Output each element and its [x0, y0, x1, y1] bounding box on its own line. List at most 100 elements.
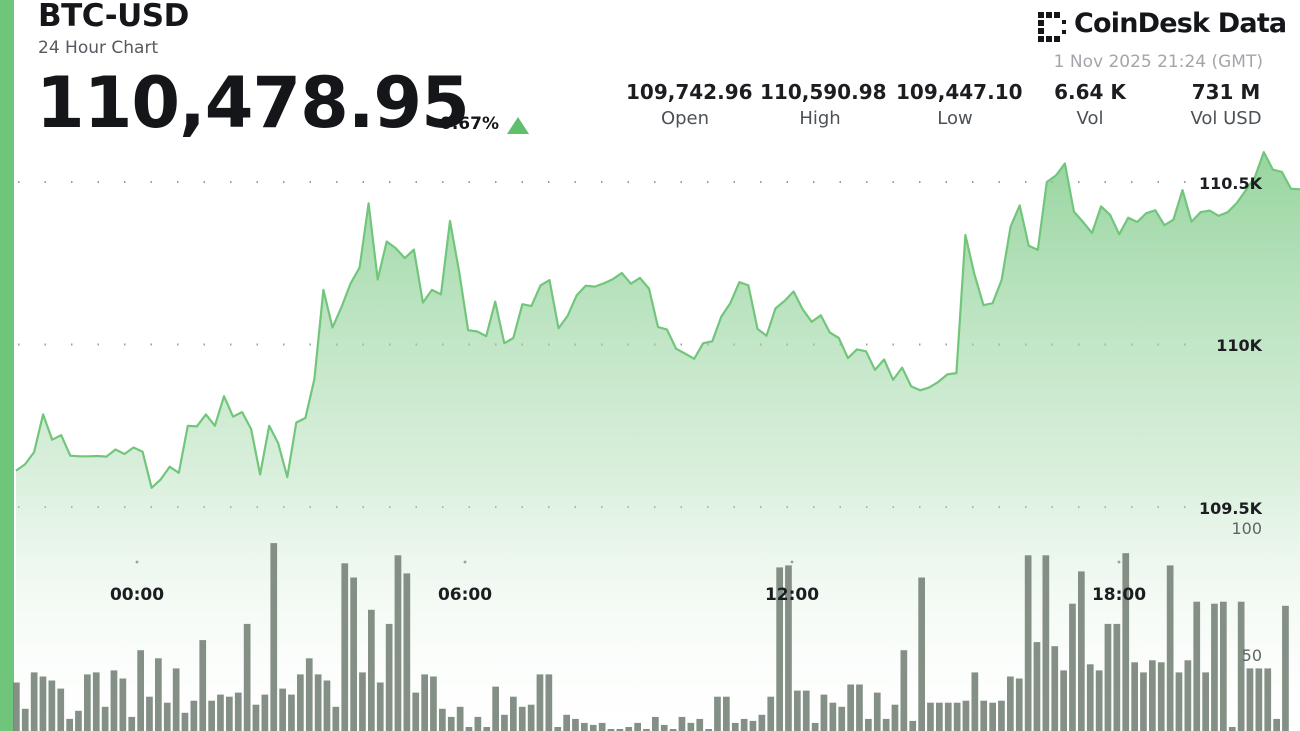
volume-bar [962, 700, 970, 731]
accent-stripe [0, 0, 14, 731]
volume-bar [279, 688, 286, 731]
volume-bar [1078, 571, 1085, 731]
volume-bar [1140, 672, 1147, 731]
volume-tick-label: 100 [1231, 519, 1262, 538]
volume-bar [953, 702, 961, 731]
volume-bar [243, 623, 251, 731]
price-line [15, 151, 1300, 489]
volume-bar [998, 700, 1005, 731]
stat-low: 109,447.10 Low [896, 80, 1023, 129]
volume-bar [936, 702, 943, 731]
volume-bar [536, 674, 544, 731]
volume-bar [1184, 660, 1192, 731]
volume-bar [341, 563, 349, 731]
volume-bar [918, 577, 925, 731]
volume-bar [1086, 664, 1094, 731]
volume-bar [802, 690, 810, 731]
volume-bar [288, 694, 295, 731]
volume-bar [403, 573, 411, 731]
volume-bar [492, 686, 499, 731]
up-arrow-icon [507, 117, 529, 134]
volume-bar [847, 684, 854, 731]
volume-bar [882, 718, 890, 731]
volume-bar [714, 696, 721, 731]
stat-label: Vol [1076, 108, 1104, 129]
volume-bar [829, 702, 837, 731]
volume-bar [616, 729, 624, 731]
volume-bar [447, 716, 455, 731]
volume-bar [163, 702, 171, 731]
volume-bar [368, 609, 375, 731]
volume-bar [696, 718, 704, 731]
volume-bar [1273, 718, 1280, 731]
x-tick-label: 06:00 [438, 585, 492, 605]
volume-bar [208, 700, 215, 731]
volume-bar [234, 692, 242, 731]
volume-bar [172, 668, 180, 731]
volume-bar [776, 567, 783, 731]
volume-bar [75, 710, 82, 731]
volume-bar [678, 716, 686, 731]
volume-bar [554, 727, 562, 731]
y-tick-label: 110K [1216, 336, 1262, 355]
volume-bar [518, 706, 526, 731]
volume-bar [1193, 601, 1201, 731]
volume-bar [572, 718, 579, 731]
stat-vol: 6.64 K Vol [1052, 80, 1128, 129]
volume-bar [581, 722, 588, 731]
volume-bar [128, 716, 136, 731]
x-tick-label: 00:00 [110, 585, 164, 605]
volume-bar [1069, 603, 1076, 731]
volume-bar [811, 722, 819, 731]
volume-bar [1024, 555, 1032, 731]
volume-bar [305, 658, 313, 731]
volume-bar [510, 696, 517, 731]
volume-bar [1202, 672, 1209, 731]
volume-bar [350, 577, 357, 731]
volume-bar [652, 716, 659, 731]
y-tick-label: 110.5K [1199, 174, 1263, 193]
volume-bar [190, 700, 198, 731]
volume-bar [137, 650, 144, 731]
volume-bar [1157, 662, 1165, 731]
volume-bar [660, 724, 668, 731]
volume-bar [1255, 668, 1263, 731]
stat-open: 109,742.96 Open [626, 80, 753, 129]
stat-label: Low [937, 108, 973, 129]
volume-bar [217, 694, 224, 731]
volume-bar [501, 714, 508, 731]
stat-value: 109,447.10 [896, 80, 1023, 104]
price-area [16, 152, 1300, 731]
stat-value: 110,590.98 [760, 80, 887, 104]
volume-bar [607, 729, 615, 731]
volume-bars [13, 543, 1289, 731]
volume-bar [119, 678, 127, 731]
volume-bar [767, 696, 775, 731]
current-price: 110,478.95 [36, 62, 470, 144]
volume-bar [13, 682, 20, 731]
volume-bar [873, 692, 881, 731]
volume-bar [439, 708, 446, 731]
volume-bar [1264, 668, 1272, 731]
volume-bar [465, 727, 473, 731]
volume-bar [669, 729, 677, 731]
volume-bar [634, 722, 641, 731]
volume-bar [1166, 565, 1174, 731]
volume-bar [927, 702, 934, 731]
stat-value: 6.64 K [1054, 80, 1126, 104]
volume-bar [563, 714, 570, 731]
volume-bar [794, 690, 801, 731]
volume-bar [527, 704, 535, 731]
volume-bar [1220, 601, 1227, 731]
volume-bar [1237, 601, 1245, 731]
volume-bar [1104, 623, 1112, 731]
volume-bar [944, 702, 952, 731]
x-tick-label: 18:00 [1092, 585, 1146, 605]
volume-bar [21, 708, 29, 731]
volume-bar [838, 706, 846, 731]
volume-bar [1211, 603, 1218, 731]
volume-bar [155, 658, 162, 731]
volume-bar [483, 727, 491, 731]
volume-bar [625, 727, 633, 731]
volume-bar [297, 674, 304, 731]
